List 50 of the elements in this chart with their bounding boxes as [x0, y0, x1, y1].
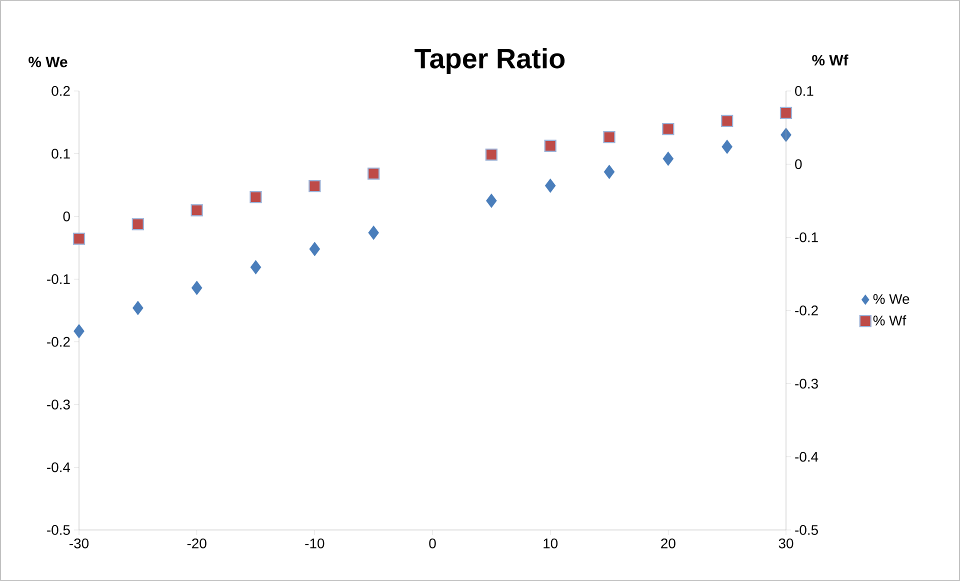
point: [72, 232, 86, 245]
y-tick-label: -0.2: [47, 336, 70, 347]
point: [74, 324, 84, 338]
y2-tick-label: 0.1: [795, 86, 814, 96]
point: [132, 218, 144, 230]
y2-tick-label: -0.3: [795, 378, 818, 389]
point: [132, 300, 144, 316]
point: [191, 280, 202, 296]
point: [368, 168, 380, 180]
x-tick-label: -20: [187, 538, 206, 548]
x-tick-label: -10: [305, 538, 324, 548]
point: [309, 242, 320, 256]
x-tick-label: 30: [778, 538, 794, 548]
x-tick-label: 10: [544, 538, 558, 548]
x-tick-label: 20: [661, 538, 676, 548]
y-tick-label: -0.4: [47, 462, 70, 472]
point: [485, 148, 498, 161]
y2-axis-title: % Wf: [812, 54, 848, 66]
y-tick-label: 0.2: [52, 86, 70, 96]
y2-tick-label: -0.1: [795, 232, 818, 242]
point: [544, 178, 556, 193]
x-tick-label: -30: [70, 538, 89, 548]
point: [604, 164, 615, 180]
y2-tick-label: -0.5: [795, 525, 818, 535]
legend-label: % Wf: [873, 315, 906, 326]
point: [486, 194, 497, 208]
point: [662, 122, 674, 136]
y-tick-label: -0.1: [47, 274, 70, 284]
point: [544, 140, 556, 152]
point: [721, 114, 734, 128]
x-tick-label: 0: [429, 538, 436, 548]
y-tick-label: -0.5: [47, 525, 70, 535]
y2-tick-label: 0: [795, 159, 802, 170]
legend-label: % We: [873, 294, 910, 304]
point: [780, 106, 792, 120]
point: [603, 131, 616, 144]
chart-title: Taper Ratio: [414, 48, 565, 74]
y-tick-label: -0.3: [47, 400, 70, 410]
point: [250, 260, 262, 274]
point: [190, 204, 203, 216]
point: [662, 152, 674, 166]
y-axis-title: % We: [28, 56, 68, 68]
point: [250, 191, 262, 204]
y-tick-label: 0: [63, 211, 70, 222]
y-tick-label: 0.1: [52, 148, 70, 159]
point: [368, 226, 380, 240]
y2-tick-label: -0.4: [795, 452, 818, 462]
point: [722, 140, 733, 154]
point: [308, 180, 321, 192]
y2-tick-label: -0.2: [795, 306, 818, 316]
